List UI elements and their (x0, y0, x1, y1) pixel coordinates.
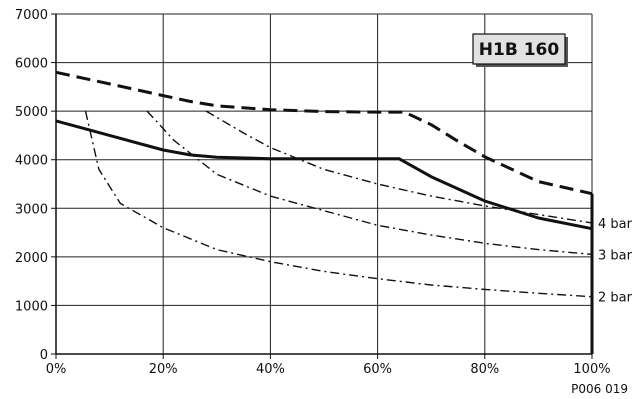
y-tick-label: 4000 (15, 154, 48, 169)
y-tick-label: 7000 (15, 8, 48, 23)
y-tick-label: 5000 (15, 105, 48, 120)
chart-title-badge: H1B 160 (472, 33, 568, 67)
y-tick-label: 6000 (15, 57, 48, 72)
x-tick-label: 100% (573, 362, 610, 377)
series-line-curve-1 (55, 119, 593, 231)
series-line-curve-0 (55, 70, 593, 196)
chart-title-badge-box (472, 33, 566, 65)
x-tick-label: 80% (470, 362, 499, 377)
y-tick-label: 3000 (15, 202, 48, 217)
x-tick-label: 0% (46, 362, 67, 377)
series-line-3-bar (146, 110, 593, 256)
y-tick-label: 0 (40, 348, 48, 363)
series-labels: 4 bar 3 bar 2 bar (598, 217, 633, 306)
figure-reference-code: P006 019 (571, 382, 628, 396)
x-tick-label: 60% (363, 362, 392, 377)
x-tick-label: 20% (149, 362, 178, 377)
series-label: 2 bar (598, 291, 633, 306)
y-tick-label: 1000 (15, 299, 48, 314)
y-tick-label: 2000 (15, 251, 48, 266)
series-label: 3 bar (598, 248, 633, 263)
series-lines (55, 70, 594, 354)
axes (51, 13, 593, 359)
series-line-2-bar (84, 110, 593, 298)
series-label: 4 bar (598, 217, 633, 232)
x-tick-label: 40% (256, 362, 285, 377)
series-line-4-bar (205, 110, 593, 224)
chart-title: H1B 160 (479, 40, 560, 60)
tick-labels: 0 1000 2000 3000 4000 5000 6000 7000 0% 20% 40% 60%… (15, 8, 611, 377)
